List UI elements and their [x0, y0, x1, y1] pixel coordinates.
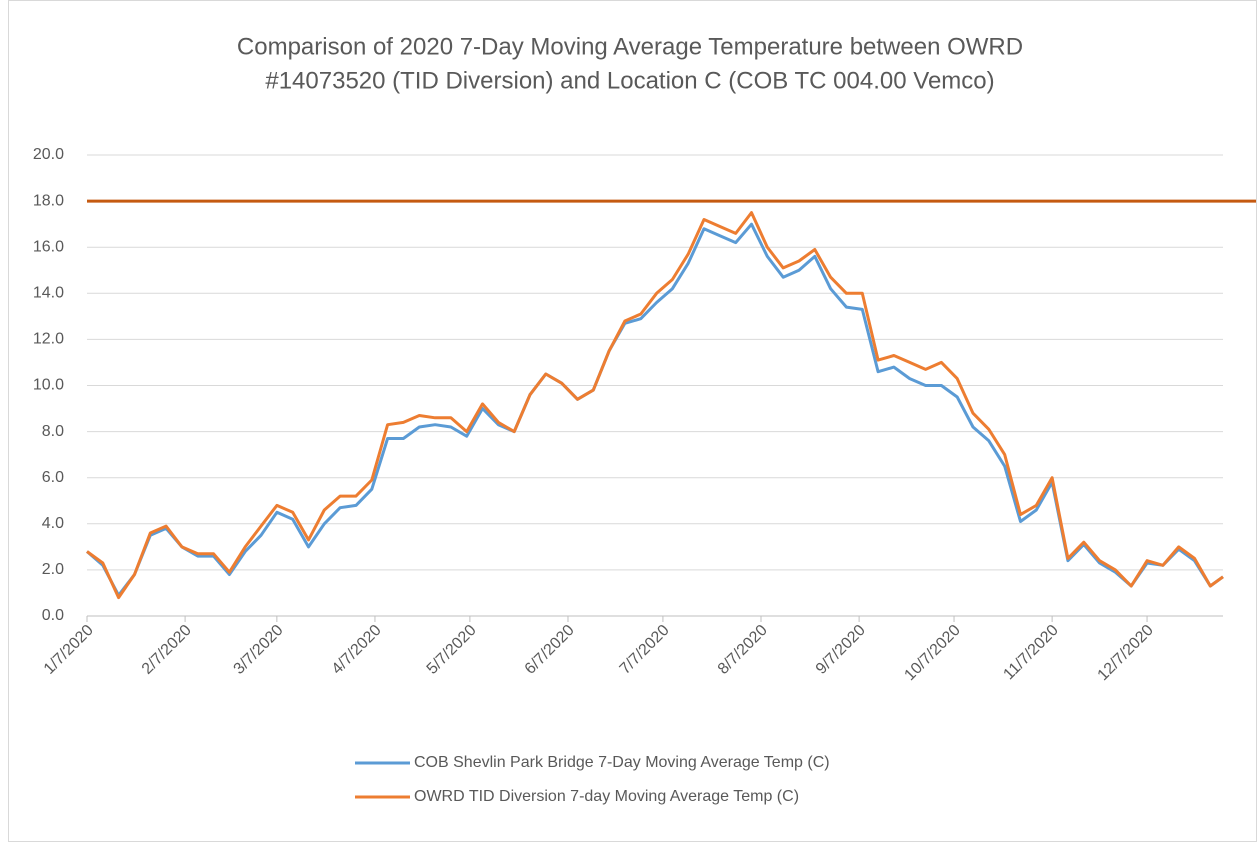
y-tick-label: 2.0	[42, 561, 64, 578]
chart-subtitle: #14073520 (TID Diversion) and Location C…	[265, 67, 994, 94]
y-tick-label: 0.0	[42, 607, 64, 624]
y-tick-label: 4.0	[42, 515, 64, 532]
y-tick-label: 14.0	[33, 285, 64, 302]
y-tick-label: 18.0	[33, 192, 64, 209]
series-line	[86, 211, 1224, 600]
legend-label: COB Shevlin Park Bridge 7-Day Moving Ave…	[414, 754, 830, 771]
series-line	[86, 222, 1224, 597]
chart-title: Comparison of 2020 7-Day Moving Average …	[237, 33, 1023, 60]
legend-label: OWRD TID Diversion 7-day Moving Average …	[414, 788, 799, 805]
y-tick-label: 16.0	[33, 238, 64, 255]
chart-frame	[8, 0, 1257, 842]
y-tick-label: 8.0	[42, 423, 64, 440]
y-tick-label: 12.0	[33, 331, 64, 348]
y-tick-label: 6.0	[42, 469, 64, 486]
y-tick-label: 20.0	[33, 146, 64, 163]
y-tick-label: 10.0	[33, 377, 64, 394]
